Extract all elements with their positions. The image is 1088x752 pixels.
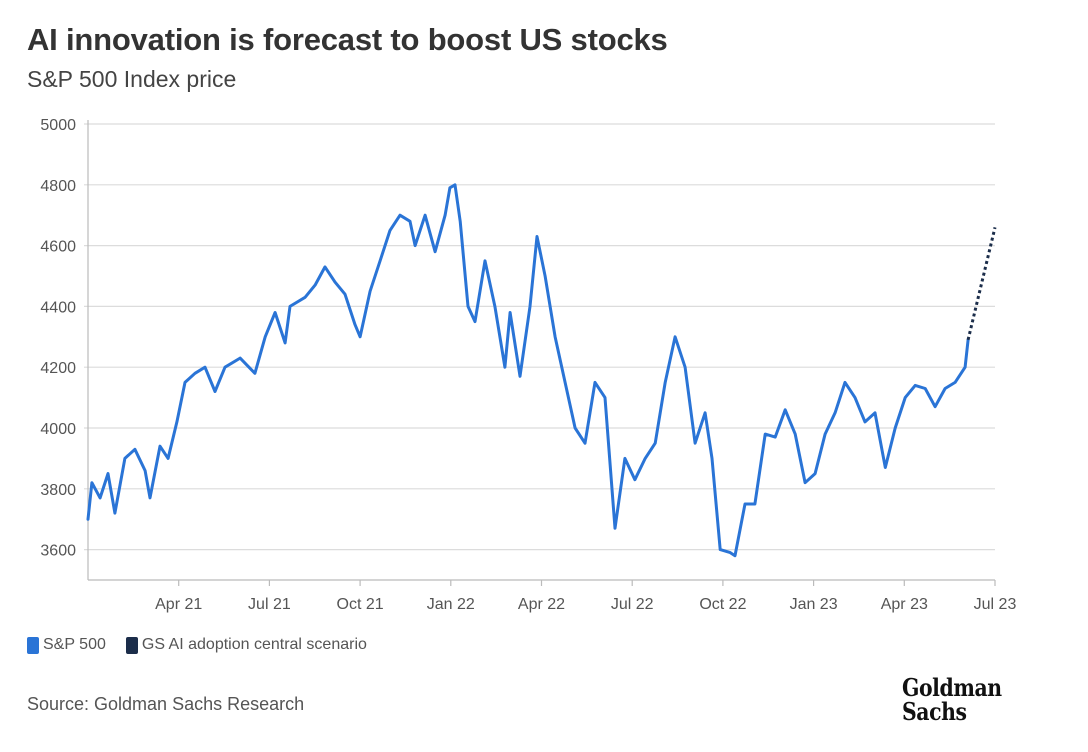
x-tick-label: Apr 22: [518, 596, 565, 613]
y-tick-label: 5000: [40, 117, 76, 134]
chart-title: AI innovation is forecast to boost US st…: [27, 22, 668, 57]
y-tick-label: 4400: [40, 299, 76, 316]
legend-swatch-sp500: [27, 636, 39, 654]
x-tick-label: Jan 22: [427, 596, 475, 613]
x-tick-label: Jul 22: [611, 596, 654, 613]
line-chart: 3600 3800 4000 4200 4400 4600 4800 5000 Apr 21 Ju…: [40, 117, 1017, 613]
legend-label: S&P 500: [43, 636, 106, 653]
legend-item-gs-scenario: GS AI adoption central scenario: [125, 636, 367, 654]
y-tick-label: 3800: [40, 482, 76, 499]
x-tick-label: Oct 22: [699, 596, 746, 613]
x-tick-label: Oct 21: [337, 596, 384, 613]
y-tick-label: 4600: [40, 239, 76, 256]
logo-line-1: Goldman: [902, 673, 1002, 702]
y-tick-label: 4000: [40, 421, 76, 438]
goldman-sachs-logo: Goldman Sachs: [902, 676, 1002, 724]
chart-subtitle: S&P 500 Index price: [27, 66, 237, 92]
x-tick-label: Jan 23: [790, 596, 838, 613]
x-tick-label: Apr 23: [881, 596, 928, 613]
legend-swatch-gs-scenario: [125, 636, 138, 654]
source-note: Source: Goldman Sachs Research: [27, 694, 305, 714]
logo-line-2: Sachs: [902, 697, 967, 726]
y-tick-label: 4200: [40, 360, 76, 377]
x-tick-label: Jul 21: [248, 596, 291, 613]
y-tick-label: 4800: [40, 178, 76, 195]
x-tick-label: Apr 21: [155, 596, 202, 613]
series-line-sp500: [86, 183, 970, 558]
legend-label: GS AI adoption central scenario: [141, 636, 367, 653]
y-tick-label: 3600: [40, 543, 76, 560]
legend-item-sp500: S&P 500: [27, 636, 106, 654]
series-line-gs-scenario: [966, 227, 997, 341]
legend: S&P 500 GS AI adoption central scenario: [27, 636, 387, 654]
x-tick-label: Jul 23: [974, 596, 1017, 613]
